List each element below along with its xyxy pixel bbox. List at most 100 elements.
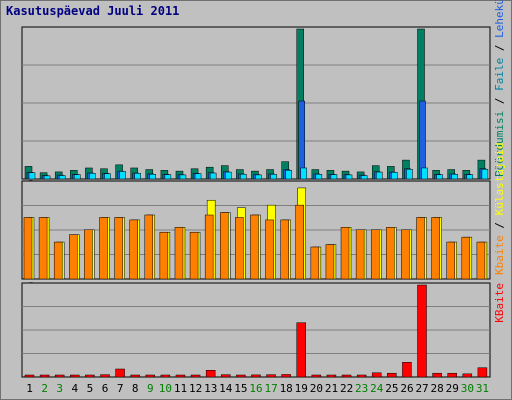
- bar-mid-orange-day-24: [370, 229, 380, 280]
- bar-kbytes-day-17: [266, 374, 276, 378]
- bar-kbytes-day-22: [341, 374, 352, 378]
- bar-kbytes-day-31: [477, 367, 488, 378]
- bar-mid-orange-day-21: [325, 244, 335, 280]
- bar-mid-orange-day-17: [265, 219, 274, 280]
- bar-mid-orange-day-28: [431, 217, 440, 280]
- bar-files-day-19: [298, 100, 305, 180]
- bar-pages-day-17: [270, 174, 277, 180]
- bar-pages-day-18: [285, 170, 292, 180]
- x-tick-label-day-9: 9: [147, 382, 154, 395]
- bar-kbytes-day-26: [402, 362, 412, 378]
- bar-mid-orange-day-12: [189, 231, 199, 280]
- bar-mid-orange-day-19: [295, 204, 304, 280]
- bar-pages-day-21: [330, 174, 338, 180]
- x-tick-label-day-17: 17: [264, 382, 277, 395]
- x-tick-label-day-29: 29: [446, 382, 459, 395]
- bar-kbytes-day-19: [296, 322, 306, 378]
- x-tick-label-day-22: 22: [340, 382, 353, 395]
- bar-kbytes-day-28: [432, 372, 442, 378]
- bar-mid-orange-day-14: [220, 212, 229, 280]
- bar-kbytes-day-30: [462, 373, 473, 378]
- bar-pages-day-6: [104, 173, 111, 180]
- x-tick-label-day-7: 7: [117, 382, 124, 395]
- bar-pages-day-31: [481, 168, 489, 180]
- bar-kbytes-day-2: [39, 374, 50, 378]
- bar-pages-day-13: [209, 172, 217, 180]
- bar-pages-day-29: [451, 174, 458, 180]
- x-tick-label-day-1: 1: [26, 382, 33, 395]
- bar-kbytes-day-14: [221, 374, 231, 378]
- x-tick-label-day-16: 16: [249, 382, 262, 395]
- bar-mid-orange-day-27: [416, 217, 425, 280]
- bar-mid-orange-day-15: [235, 217, 244, 280]
- bar-pages-day-24: [375, 171, 383, 180]
- bar-mid-orange-day-30: [461, 236, 471, 280]
- bar-kbytes-day-13: [205, 370, 216, 378]
- bar-mid-orange-day-4: [69, 234, 78, 280]
- x-tick-label-day-8: 8: [132, 382, 139, 395]
- bar-pages-day-22: [345, 174, 353, 180]
- bar-pages-day-30: [466, 174, 474, 180]
- bar-pages-day-10: [164, 174, 172, 180]
- bar-kbytes-day-24: [371, 372, 382, 378]
- bar-mid-orange-day-11: [174, 227, 184, 280]
- chart-title: Kasutuspäevad Juuli 2011: [6, 4, 180, 18]
- bar-pages-day-26: [406, 168, 413, 180]
- bar-kbytes-day-29: [447, 372, 457, 378]
- bar-mid-orange-day-2: [38, 217, 48, 280]
- bar-pages-day-4: [74, 174, 81, 180]
- x-tick-label-day-28: 28: [431, 382, 444, 395]
- bar-mid-orange-day-26: [401, 229, 410, 280]
- bar-pages-day-23: [360, 175, 368, 180]
- bar-mid-orange-day-18: [280, 219, 289, 280]
- x-tick-label-day-31: 31: [476, 382, 489, 395]
- bar-mid-orange-day-29: [446, 241, 455, 280]
- bar-pages-day-27: [421, 167, 428, 180]
- bar-kbytes-day-20: [311, 374, 322, 378]
- bar-pages-day-2: [43, 175, 51, 180]
- bar-kbytes-day-11: [175, 374, 186, 378]
- bar-pages-day-5: [89, 173, 96, 180]
- bar-pages-day-12: [194, 173, 202, 180]
- x-tick-label-day-11: 11: [174, 382, 187, 395]
- bar-kbytes-day-21: [326, 374, 337, 378]
- x-tick-label-day-26: 26: [400, 382, 413, 395]
- bar-mid-orange-day-6: [99, 217, 108, 280]
- bar-kbytes-day-16: [251, 374, 261, 378]
- bar-kbytes-day-5: [85, 374, 95, 378]
- bar-mid-orange-day-25: [386, 227, 395, 280]
- bar-pages-day-1: [28, 172, 36, 180]
- x-tick-label-day-24: 24: [370, 382, 384, 395]
- bar-mid-orange-day-8: [129, 219, 138, 280]
- bar-kbytes-day-7: [115, 368, 125, 378]
- bar-mid-orange-day-7: [114, 217, 123, 280]
- x-tick-label-day-13: 13: [204, 382, 217, 395]
- bar-pages-day-8: [134, 173, 141, 180]
- bar-mid-orange-day-22: [340, 227, 350, 280]
- x-tick-label-day-25: 25: [385, 382, 398, 395]
- bar-kbytes-day-8: [130, 374, 140, 378]
- bar-kbytes-day-1: [24, 374, 35, 378]
- bar-pages-day-15: [240, 174, 247, 180]
- bar-kbytes-day-6: [100, 374, 110, 378]
- bar-mid-orange-day-3: [53, 241, 63, 280]
- x-tick-label-day-30: 30: [461, 382, 474, 395]
- x-tick-label-day-21: 21: [325, 382, 338, 395]
- bar-kbytes-day-15: [236, 374, 246, 378]
- bar-pages-day-3: [58, 175, 66, 180]
- x-tick-label-day-5: 5: [87, 382, 94, 395]
- bar-mid-orange-day-9: [144, 214, 154, 280]
- x-tick-label-day-4: 4: [72, 382, 79, 395]
- bar-kbytes-day-3: [54, 374, 65, 378]
- x-tick-label-day-12: 12: [189, 382, 202, 395]
- bar-pages-day-20: [315, 174, 323, 180]
- x-tick-label-day-10: 10: [159, 382, 172, 395]
- x-tick-label-day-14: 14: [219, 382, 233, 395]
- bar-kbytes-day-9: [145, 374, 156, 378]
- bar-mid-orange-day-5: [84, 229, 93, 280]
- bar-pages-day-11: [179, 174, 187, 180]
- bar-pages-day-7: [119, 171, 126, 180]
- bar-mid-orange-day-31: [476, 241, 486, 280]
- bar-kbytes-day-12: [190, 374, 201, 378]
